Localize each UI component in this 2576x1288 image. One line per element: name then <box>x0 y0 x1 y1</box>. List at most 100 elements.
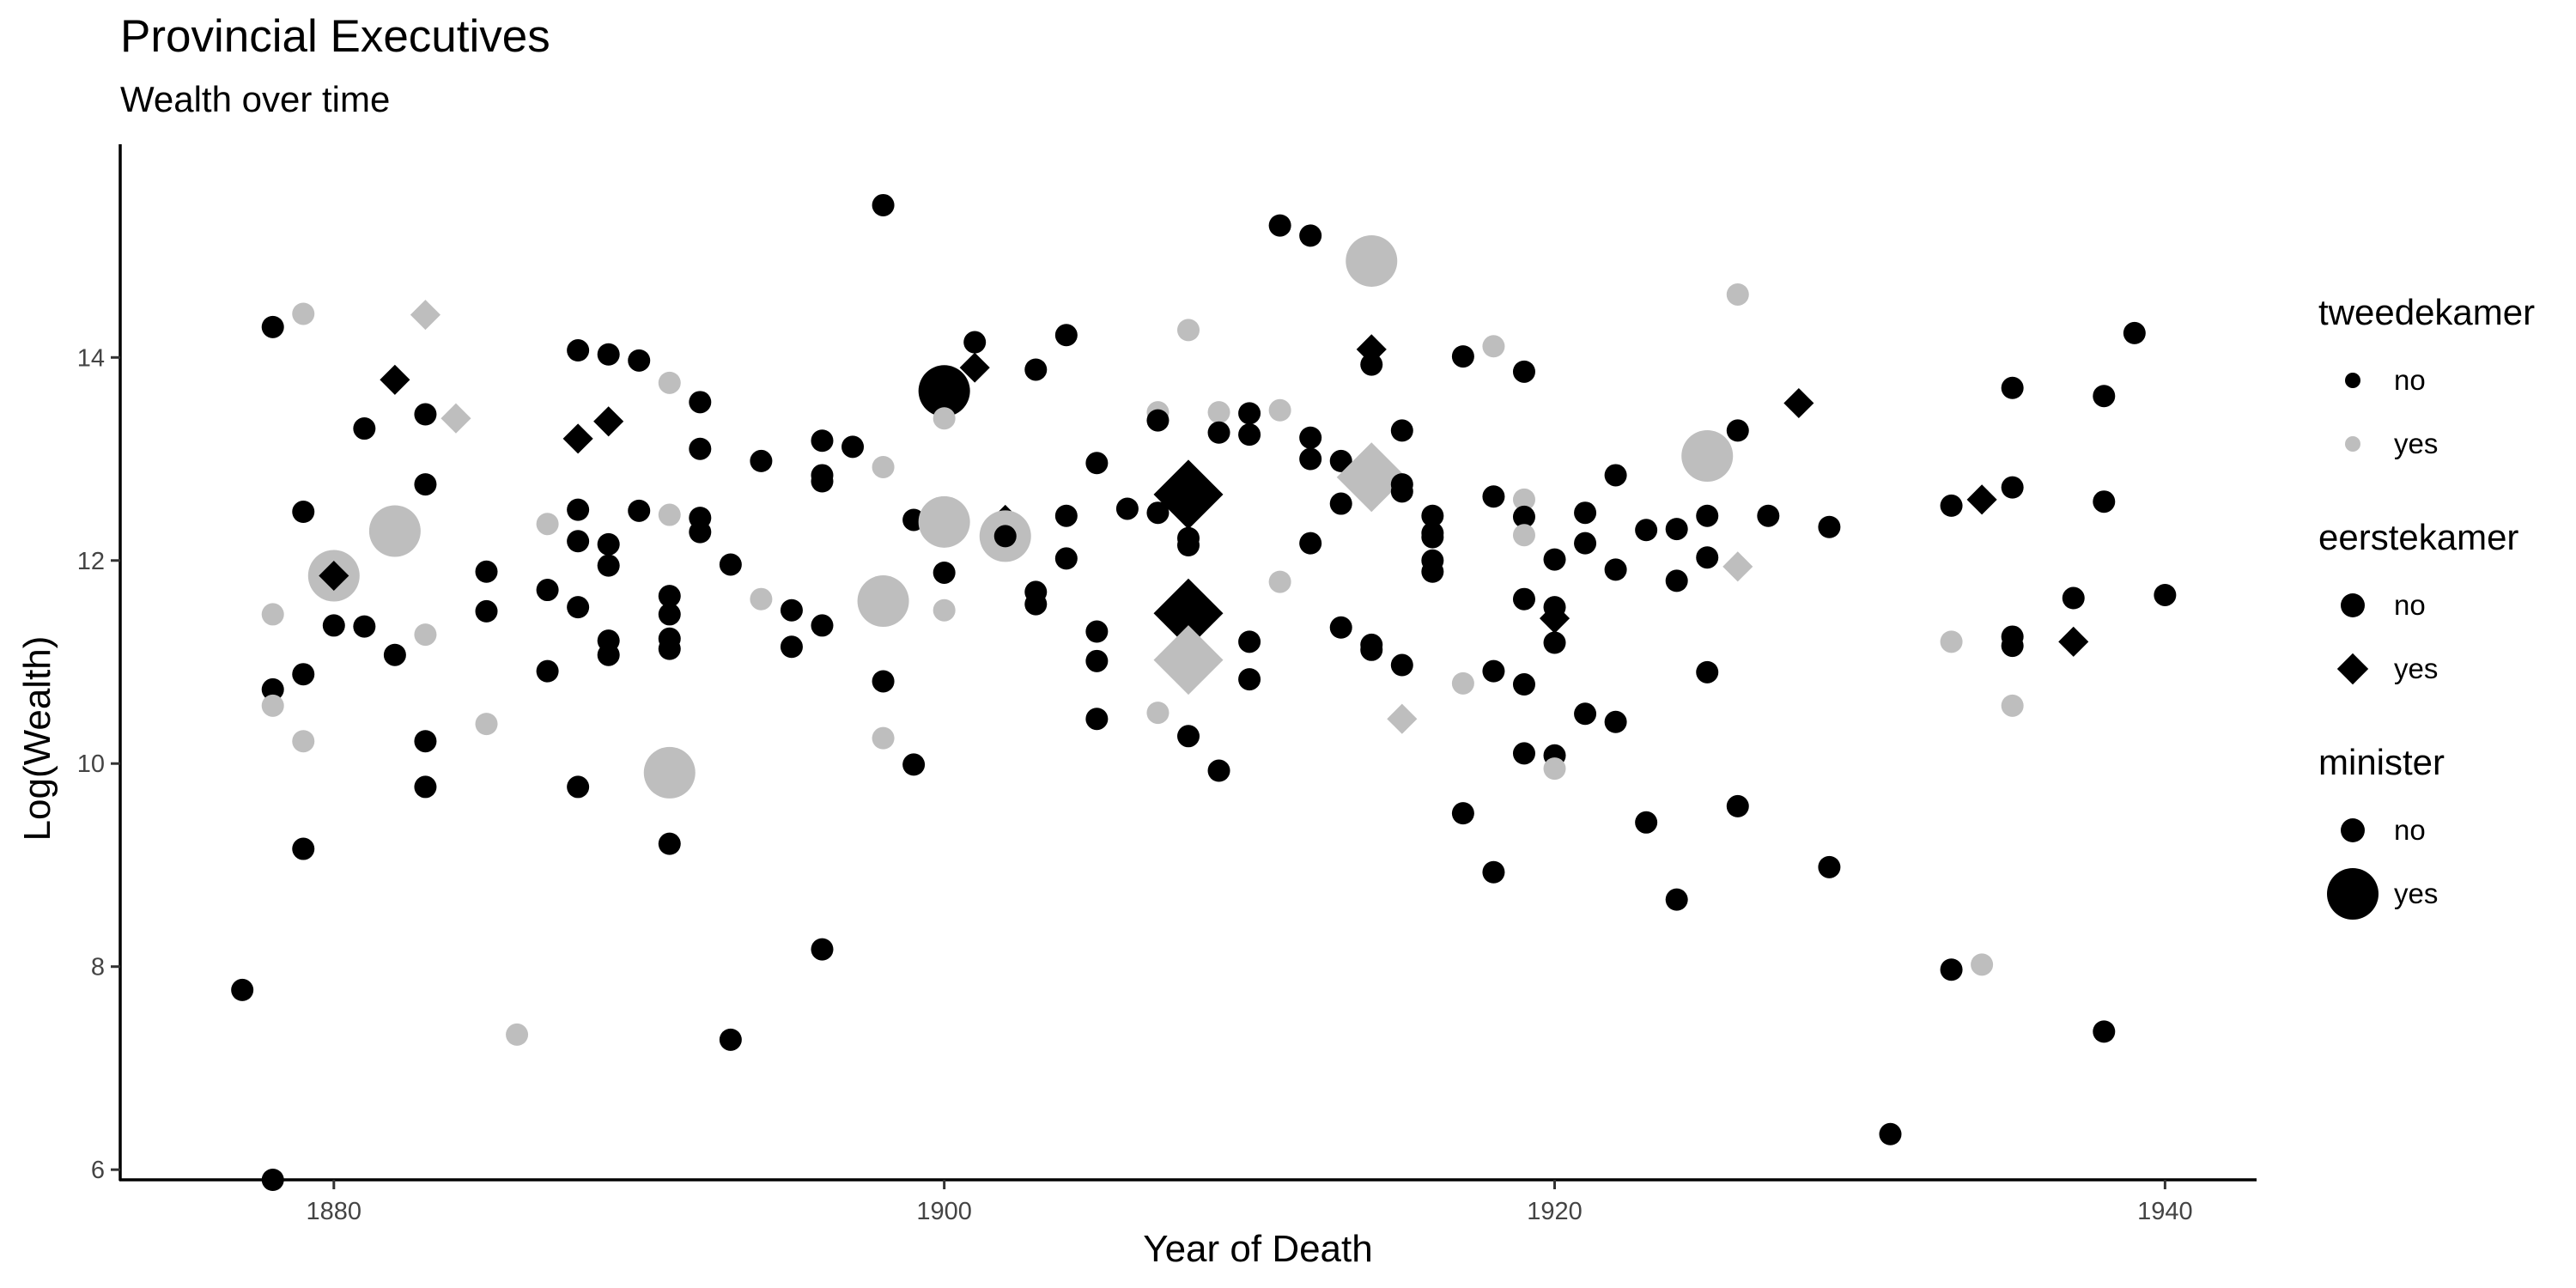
data-point <box>475 560 498 583</box>
legend-circle-icon <box>2341 818 2365 842</box>
data-point <box>902 753 926 776</box>
data-point <box>261 694 284 717</box>
legend-diamond-icon <box>2336 653 2369 685</box>
data-point <box>414 623 437 647</box>
data-point <box>1153 625 1224 696</box>
data-point <box>1451 802 1474 825</box>
data-point <box>567 596 590 619</box>
x-axis-label: Year of Death <box>1143 1228 1373 1270</box>
data-point <box>292 663 315 686</box>
legend-label: no <box>2394 589 2426 621</box>
data-point <box>1722 551 1753 582</box>
data-point <box>1451 671 1474 695</box>
data-point <box>933 407 956 430</box>
data-point <box>750 587 773 611</box>
data-point <box>261 315 284 338</box>
data-point <box>1879 1122 1902 1145</box>
data-point <box>506 1023 529 1046</box>
data-point <box>1940 494 1963 517</box>
data-point <box>322 614 345 637</box>
data-point <box>1146 501 1170 525</box>
data-point <box>2058 626 2089 657</box>
data-point <box>689 437 712 460</box>
data-point <box>2154 583 2177 606</box>
legend-group-tweedekamer: tweedekamer no yes <box>2318 292 2576 476</box>
data-point <box>1390 653 1413 677</box>
data-point <box>1818 855 1841 878</box>
data-point <box>597 554 620 577</box>
data-point <box>1054 547 1078 570</box>
data-point <box>597 532 620 556</box>
data-point <box>567 530 590 553</box>
data-point <box>2001 694 2024 717</box>
data-point <box>1268 214 1291 237</box>
data-point <box>719 553 742 576</box>
legend-label: yes <box>2394 428 2439 459</box>
data-point <box>1299 532 1322 555</box>
y-tick-label: 6 <box>91 1157 105 1184</box>
legend-circle-icon <box>2327 868 2379 920</box>
data-point <box>2123 321 2146 344</box>
data-point <box>1543 631 1566 654</box>
data-point <box>475 713 498 736</box>
legend-label: yes <box>2394 878 2439 909</box>
chart-subtitle: Wealth over time <box>120 79 391 119</box>
data-point <box>292 302 315 325</box>
legend-label: no <box>2394 364 2426 396</box>
data-point <box>1604 710 1627 733</box>
data-point <box>1482 485 1505 508</box>
data-point <box>658 585 681 608</box>
data-point <box>292 730 315 753</box>
y-axis-label: Log(Wealth) <box>16 635 58 841</box>
data-point <box>872 455 895 478</box>
data-point <box>1665 569 1688 592</box>
data-point <box>597 643 620 666</box>
data-point <box>1696 504 1719 527</box>
data-point <box>1574 532 1597 555</box>
data-point <box>1085 620 1109 643</box>
data-point <box>643 746 696 799</box>
legend-label: yes <box>2394 653 2439 684</box>
data-point <box>261 677 284 701</box>
data-point <box>597 343 620 366</box>
data-point <box>1024 592 1048 616</box>
data-point <box>536 579 559 602</box>
data-point <box>811 938 834 961</box>
data-point <box>261 1169 284 1191</box>
legend-circle-icon <box>2345 373 2360 388</box>
legend-key-icon <box>2318 349 2387 412</box>
data-point <box>689 520 712 544</box>
data-point <box>536 659 559 683</box>
data-point <box>1238 630 1261 653</box>
data-point <box>2093 385 2116 408</box>
x-tick-label: 1880 <box>307 1198 362 1225</box>
data-point <box>811 429 834 453</box>
data-point <box>750 449 773 472</box>
legend: tweedekamer no yes eerstekamer no yes minister… <box>2318 292 2576 967</box>
data-point <box>383 643 406 666</box>
data-point <box>1604 464 1627 487</box>
legend-circle-icon <box>2341 593 2365 617</box>
data-point <box>872 726 895 750</box>
data-point <box>628 499 651 522</box>
data-point <box>1574 501 1597 525</box>
data-point <box>1146 702 1170 725</box>
data-point <box>475 599 498 623</box>
data-point <box>959 352 990 383</box>
x-tick-label: 1920 <box>1527 1198 1583 1225</box>
data-point <box>1177 319 1200 342</box>
data-point <box>1635 519 1658 542</box>
data-point <box>536 513 559 536</box>
legend-label: no <box>2394 814 2426 846</box>
data-point <box>414 473 437 496</box>
data-point <box>1421 560 1444 583</box>
data-point <box>1940 630 1963 653</box>
data-point <box>1207 421 1230 444</box>
data-point <box>319 560 349 592</box>
data-point <box>1966 484 1997 515</box>
data-point <box>1512 587 1535 611</box>
data-point <box>689 391 712 414</box>
data-point <box>353 417 376 440</box>
data-point <box>353 615 376 638</box>
